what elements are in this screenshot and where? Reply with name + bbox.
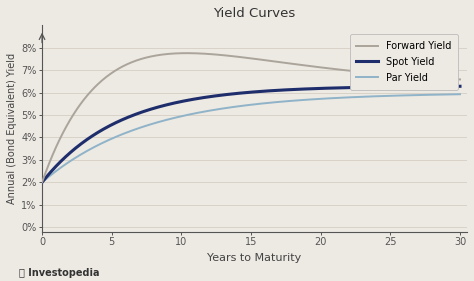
Text: Ⓝ Investopedia: Ⓝ Investopedia bbox=[19, 268, 100, 278]
Title: Yield Curves: Yield Curves bbox=[213, 7, 296, 20]
X-axis label: Years to Maturity: Years to Maturity bbox=[207, 253, 301, 263]
Legend: Forward Yield, Spot Yield, Par Yield: Forward Yield, Spot Yield, Par Yield bbox=[350, 34, 458, 90]
Y-axis label: Annual (Bond Equivalent) Yield: Annual (Bond Equivalent) Yield bbox=[7, 53, 17, 204]
